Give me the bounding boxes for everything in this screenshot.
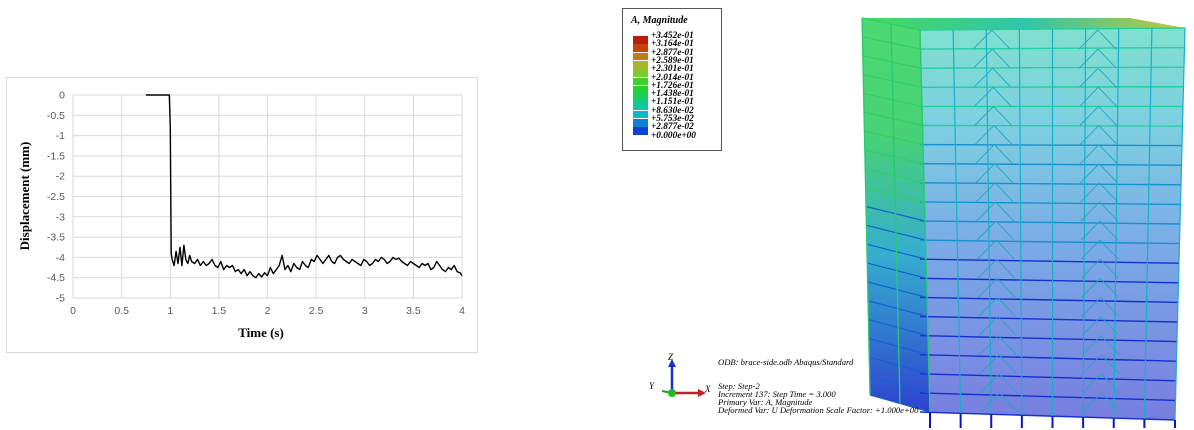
y-tick-label: -3.5 [47,232,65,244]
displacement-chart-panel: 0 0.5 1 1.5 2 2.5 3 3.5 4 0 -0.5 -1 -1.5 -2 -2.5 -3 -3.5… [6,77,478,353]
building-roof [862,18,1185,30]
legend-level-label: +1.438e-01 [651,89,694,100]
x-tick-label: 0 [70,305,76,317]
x-tick-label: 3 [362,305,368,317]
legend-swatch [633,110,648,119]
y-tick-label: -3 [56,211,65,223]
deformed-var-info: Deformed Var: U Deformation Scale Factor… [718,405,919,415]
triad-y-label: Y [649,381,655,391]
y-tick-label: -0.5 [47,110,65,122]
x-tick-label: 0.5 [114,305,129,317]
y-tick-label: -4 [56,252,65,264]
y-tick-label: -4.5 [47,272,65,284]
legend-level-label: +5.753e-02 [651,114,694,124]
legend-swatch [633,52,648,61]
legend-swatch [633,77,648,86]
y-tick-label: -5 [56,293,65,305]
legend-swatch [633,94,648,102]
structural-frame [861,17,1186,428]
y-tick-label: -1 [56,130,65,142]
primary-var-info: Primary Var: A, Magnitude [718,397,813,407]
legend-level-label: +1.726e-01 [651,80,694,91]
chart-tick-labels: 0 0.5 1 1.5 2 2.5 3 3.5 4 0 -0.5 -1 -1.5 -2 -2.5 -3 -3.5… [47,90,465,318]
legend-level-label: +2.301e-01 [651,64,694,75]
x-tick-label: 2 [265,305,271,317]
legend-level-label: +1.151e-01 [651,97,694,108]
legend-swatch [633,119,648,127]
chart-series [145,94,463,279]
axis-triad: Z Y X [649,352,711,397]
legend-level-label: +2.877e-02 [651,122,694,133]
odb-info: ODB: brace-side.odb Abaqus/Standard [718,357,854,367]
legend-swatch [633,69,648,77]
legend-title: A, Magnitude [631,15,688,26]
x-tick-label: 4 [459,305,465,317]
legend-level-label: +2.589e-01 [651,55,694,66]
triad-x-label: X [704,384,711,394]
displacement-series-line [145,94,463,279]
y-axis-label: Displacement (mm) [17,142,32,251]
y-tick-label: -1.5 [47,150,65,162]
chart-grid [72,94,463,299]
legend-swatch [633,60,648,69]
contour-legend: A, Magnitude +3.452e-01 +3.164e-01 +2.877e… [622,8,722,151]
increment-info: Increment 137: Step Time = 3.000 [718,389,836,399]
triad-z-label: Z [668,352,674,362]
y-tick-label: -2.5 [47,191,65,203]
x-tick-label: 1.5 [212,305,227,317]
legend-level-label: +3.452e-01 [651,31,694,41]
legend-level-label: +2.877e-01 [651,47,694,58]
legend-level-label: +3.164e-01 [651,39,694,50]
x-tick-label: 2.5 [309,305,324,317]
legend-level-label: +2.014e-01 [651,72,694,83]
legend-swatch [633,85,648,94]
legend-level-label: +8.630e-02 [651,105,694,116]
y-tick-label: -2 [56,171,65,183]
legend-swatch [633,36,648,44]
x-tick-label: 1 [167,305,173,317]
legend-swatch [633,102,648,111]
legend-swatch [633,44,648,53]
x-tick-label: 3.5 [406,305,421,317]
x-axis-label: Time (s) [238,325,284,340]
step-info: Step: Step-2 [718,381,760,391]
legend-level-label: +0.000e+00 [651,130,696,141]
displacement-chart: 0 0.5 1 1.5 2 2.5 3 3.5 4 0 -0.5 -1 -1.5 -2 -2.5 -3 -3.5… [17,90,465,341]
y-tick-label: 0 [59,90,65,102]
building-model-view: Z Y X [649,17,1186,428]
legend-swatch [633,127,648,136]
